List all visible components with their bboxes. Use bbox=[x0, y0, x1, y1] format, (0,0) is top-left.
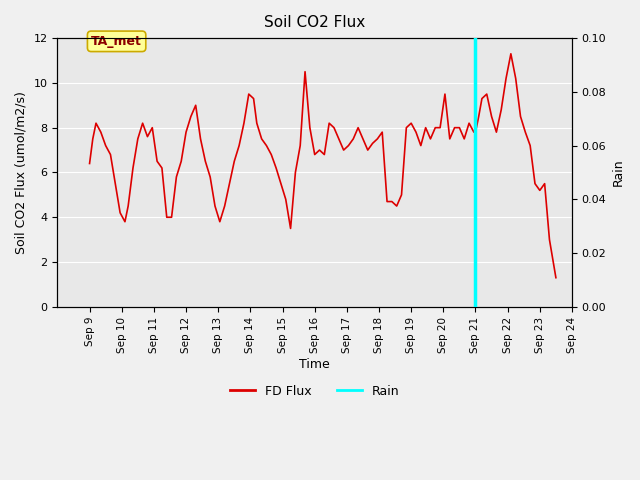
Text: TA_met: TA_met bbox=[91, 35, 142, 48]
Legend: FD Flux, Rain: FD Flux, Rain bbox=[225, 380, 404, 403]
Title: Soil CO2 Flux: Soil CO2 Flux bbox=[264, 15, 365, 30]
Y-axis label: Rain: Rain bbox=[612, 159, 625, 186]
Y-axis label: Soil CO2 Flux (umol/m2/s): Soil CO2 Flux (umol/m2/s) bbox=[15, 91, 28, 254]
X-axis label: Time: Time bbox=[300, 358, 330, 371]
